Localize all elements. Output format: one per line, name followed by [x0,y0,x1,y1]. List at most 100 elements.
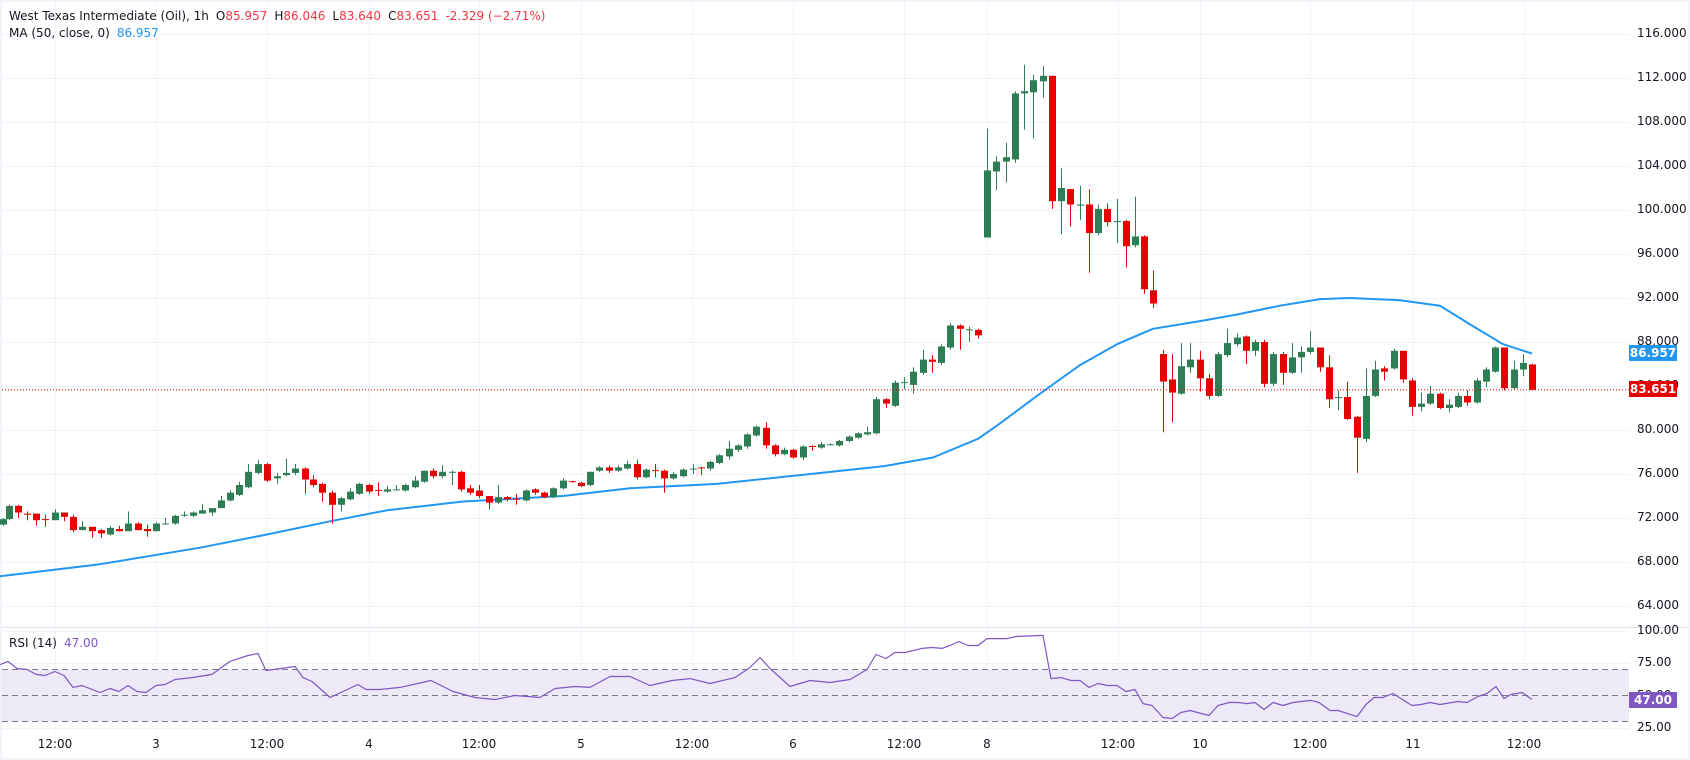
candle [283,458,290,477]
candle [1067,189,1074,227]
candle [310,475,317,488]
price-tick-label: 76.000 [1637,466,1679,480]
candle [236,481,243,496]
candle [1104,203,1111,227]
candle [984,128,991,238]
grid-lines [2,2,1629,733]
candle [61,512,68,522]
candle [467,485,474,495]
candle [393,485,400,491]
candle [1243,335,1250,364]
candle [532,488,539,495]
candle [1437,392,1444,410]
candle [1317,347,1324,372]
symbol-legend[interactable]: West Texas Intermediate (Oil), 1h O85.957… [9,8,546,24]
candle [790,448,797,459]
symbol-title: West Texas Intermediate (Oil), 1h [9,9,209,23]
candle [1511,360,1518,390]
candle [1446,399,1453,413]
candle [1141,235,1148,294]
candle [6,504,13,521]
candle [993,156,1000,191]
candle [172,514,179,525]
candle [329,490,336,524]
candle [800,445,807,460]
candle [1391,348,1398,370]
candle [430,468,437,479]
moving-average-line [0,297,1533,578]
candle [153,522,160,532]
candle [125,511,132,532]
candle [24,511,31,521]
candle [1363,368,1370,443]
candle [753,425,760,437]
ma-legend[interactable]: MA (50, close, 0) 86.957 [9,25,159,41]
candle [375,482,382,496]
time-tick-label: 11 [1405,737,1421,751]
candle [1160,349,1167,433]
price-tick-label: 68.000 [1637,554,1679,568]
candlesticks [0,64,1536,538]
candle [735,444,742,452]
candle [726,441,733,460]
time-tick-label: 6 [789,737,797,751]
candle [218,496,225,509]
rsi-value: 47.00 [63,636,99,650]
time-tick-label: 4 [365,737,373,751]
candle [652,464,659,478]
candle [15,504,22,518]
candle [550,487,557,499]
candle [1150,270,1157,308]
candle [476,485,483,499]
candle [690,464,697,474]
candle [1501,347,1508,391]
candle [560,478,567,490]
candle [292,464,299,476]
open-label: O [215,9,226,23]
rsi-label: RSI (14) [9,636,57,650]
time-tick-label: 12:00 [1100,737,1136,751]
candle [1021,64,1028,130]
candle [892,380,899,407]
candle [449,470,456,485]
candle [827,443,834,446]
candle [864,426,871,436]
candle [1049,75,1056,209]
candle [707,460,714,471]
candle [338,497,345,512]
rsi-legend[interactable]: RSI (14) 47.00 [9,635,98,651]
candle [1354,415,1361,473]
candle [680,468,687,478]
candle [1095,204,1102,236]
price-tick-label: 104.000 [1637,158,1687,172]
high-label: H [274,9,284,23]
candle [846,435,853,443]
candle [70,514,77,533]
candle [606,465,613,473]
candle [181,511,188,517]
low-label: L [332,9,340,23]
candle [1012,91,1019,163]
candle [763,422,770,449]
price-tick-label: 116.000 [1637,26,1687,40]
close-label: C [388,9,397,23]
time-tick-label: 3 [152,737,160,751]
candle [975,328,982,339]
candle [1455,392,1462,408]
candle [587,471,594,487]
candle [347,488,354,501]
candle [809,445,816,451]
candle [1326,355,1333,408]
candle [1132,196,1139,248]
candle [1335,390,1342,411]
candle [1252,339,1259,357]
last-price-badge: 83.651 [1629,381,1677,397]
candle [1261,339,1268,388]
candle [1483,367,1490,388]
candle [818,442,825,449]
candle [883,398,890,408]
candle [486,496,493,510]
candle [541,491,548,499]
